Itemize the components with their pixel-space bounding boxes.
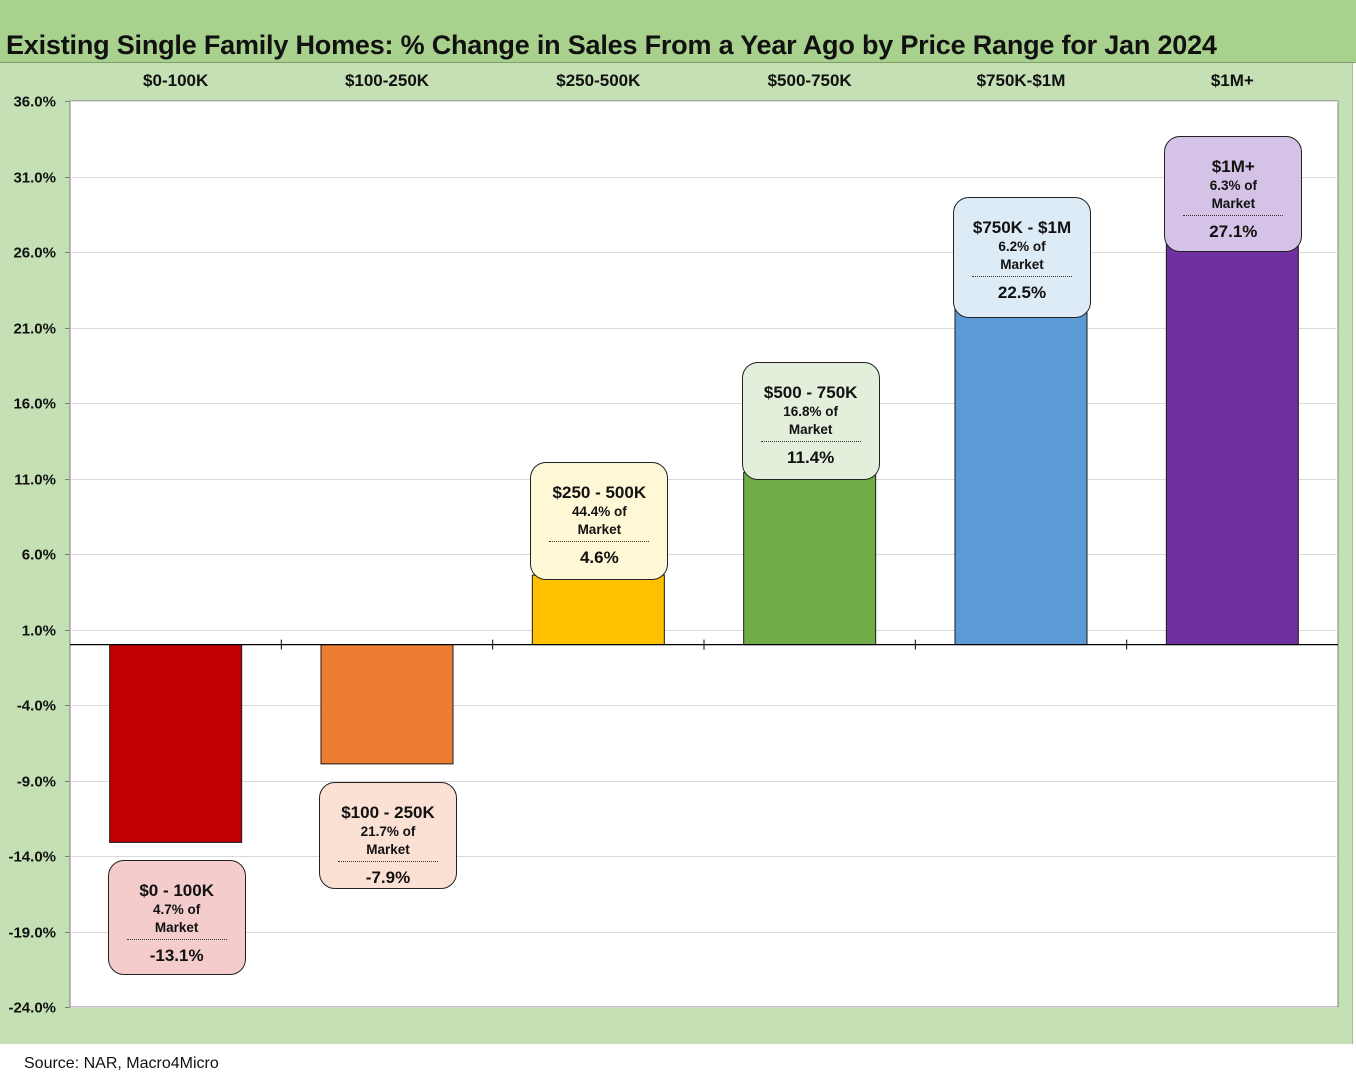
y-tick-label: -19.0% [8,925,56,942]
y-tick-label: 6.0% [22,547,56,564]
callout-divider [972,276,1072,277]
y-tick-label: 31.0% [13,170,56,187]
y-tick-label: 26.0% [13,245,56,262]
category-label: $250-500K [556,71,641,90]
data-label: 27.1% [1209,222,1258,241]
bar [109,644,243,843]
bar [531,574,665,646]
callout-title: $1M+ [1211,157,1255,176]
data-label: 22.5% [997,283,1047,302]
category-label: $100-250K [345,71,430,90]
category-label: $1M+ [1211,71,1254,90]
callout-divider [338,861,438,862]
chart-title: Existing Single Family Homes: % Change i… [6,30,1217,60]
category-label: $750K-$1M [977,71,1066,90]
data-label: 4.6% [579,548,619,567]
callout-market-share: 6.3% of Market [1209,178,1257,211]
callout-market-share: 44.4% of Market [571,504,627,537]
title-band: Existing Single Family Homes: % Change i… [0,0,1356,63]
callout-divider [549,541,650,542]
data-label: -13.1% [149,946,204,965]
category-label: $0-100K [143,71,209,90]
y-tick-label: 1.0% [22,623,56,640]
callout-title: $250 - 500K [552,483,647,502]
bar-callout: $100 - 250K 21.7% of Market -7.9% [319,782,457,889]
bar [954,304,1088,646]
callout-market-share: 6.2% of Market [998,239,1046,272]
y-tick-label: -24.0% [8,1000,56,1017]
bar [1165,234,1299,646]
callout-market-share: 16.8% of Market [783,404,839,437]
y-tick-label: -4.0% [17,698,56,715]
bar [320,644,454,765]
bar-callout: $250 - 500K 44.4% of Market 4.6% [530,462,669,580]
source-note: Source: NAR, Macro4Micro [24,1055,219,1072]
bar-callout: $1M+ 6.3% of Market 27.1% [1164,136,1303,252]
y-tick-label: -14.0% [8,849,56,866]
category-label: $500-750K [768,71,853,90]
callout-title: $750K - $1M [972,218,1072,237]
data-label: -7.9% [365,868,411,887]
y-tick-label: -9.0% [17,774,56,791]
callout-market-share: 4.7% of Market [153,902,201,935]
bar-callout: $0 - 100K 4.7% of Market -13.1% [107,860,246,975]
y-tick-label: 16.0% [13,396,56,413]
callout-divider [126,939,227,940]
callout-divider [760,441,861,442]
callout-market-share: 21.7% of Market [360,824,416,857]
y-tick-label: 21.0% [13,321,56,338]
callout-divider [1183,215,1284,216]
bar-callout: $500 - 750K 16.8% of Market 11.4% [741,362,880,480]
y-tick-label: 11.0% [14,472,56,489]
data-label: 11.4% [787,448,835,467]
callout-title: $500 - 750K [763,383,858,402]
callout-title: $0 - 100K [139,881,214,900]
bar [743,471,877,646]
bar-callout: $750K - $1M 6.2% of Market 22.5% [953,197,1091,318]
y-tick-label: 36.0% [13,94,56,111]
callout-title: $100 - 250K [341,803,435,822]
